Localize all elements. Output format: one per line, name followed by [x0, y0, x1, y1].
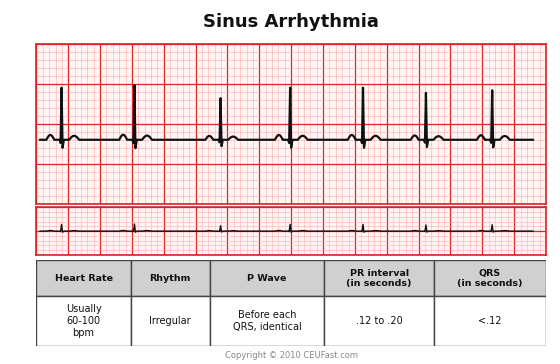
Bar: [36, 296, 130, 346]
Text: <.12: <.12: [478, 316, 502, 326]
Text: Sinus Arrhythmia: Sinus Arrhythmia: [203, 13, 379, 31]
Text: Usually
60-100
bpm: Usually 60-100 bpm: [66, 304, 101, 337]
Bar: [209, 296, 324, 346]
Text: .12 to .20: .12 to .20: [356, 316, 403, 326]
Bar: [130, 260, 209, 296]
Bar: [324, 296, 434, 346]
Text: Before each
QRS, identical: Before each QRS, identical: [232, 310, 301, 332]
Text: Heart Rate: Heart Rate: [54, 274, 113, 283]
Bar: [434, 260, 546, 296]
Text: P Wave: P Wave: [248, 274, 287, 283]
Text: Copyright © 2010 CEUFast.com: Copyright © 2010 CEUFast.com: [225, 351, 358, 360]
Bar: [36, 260, 130, 296]
Text: PR interval
(in seconds): PR interval (in seconds): [346, 269, 412, 288]
Bar: [324, 260, 434, 296]
Bar: [130, 296, 209, 346]
Bar: [434, 296, 546, 346]
Text: Irregular: Irregular: [150, 316, 191, 326]
Text: QRS
(in seconds): QRS (in seconds): [457, 269, 522, 288]
Text: Rhythm: Rhythm: [150, 274, 191, 283]
Bar: [209, 260, 324, 296]
